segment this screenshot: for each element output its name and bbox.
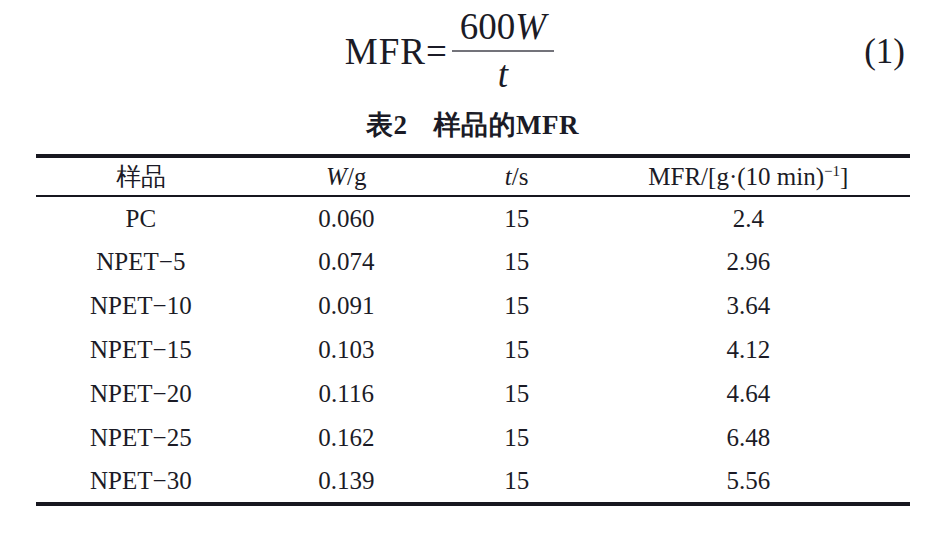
cell-t: 15 bbox=[447, 372, 587, 416]
table-row: NPET−150.103154.12 bbox=[36, 328, 910, 372]
cell-sample: NPET−15 bbox=[36, 328, 246, 372]
cell-w: 0.060 bbox=[246, 196, 447, 240]
cell-t: 15 bbox=[447, 460, 587, 504]
col-header-time-variable: t bbox=[505, 163, 512, 190]
cell-t: 15 bbox=[447, 416, 587, 460]
mfr-table: 样品 W/g t/s MFR/[g·(10 min)−1] PC0.060152… bbox=[36, 154, 910, 506]
col-header-mfr-superscript: −1 bbox=[824, 162, 840, 178]
table-row: NPET−50.074152.96 bbox=[36, 240, 910, 284]
cell-mfr: 2.96 bbox=[587, 240, 910, 284]
cell-mfr: 4.12 bbox=[587, 328, 910, 372]
fraction-denominator: t bbox=[498, 52, 508, 93]
equation-block: MFR= 600W t (1) bbox=[0, 0, 945, 104]
equation-mfr: MFR= 600W t bbox=[0, 8, 945, 93]
table-caption-title: 样品的MFR bbox=[434, 110, 579, 140]
col-header-weight-variable: W bbox=[326, 163, 347, 190]
cell-t: 15 bbox=[447, 328, 587, 372]
equation-number: (1) bbox=[864, 31, 905, 73]
cell-sample: NPET−5 bbox=[36, 240, 246, 284]
cell-sample: NPET−10 bbox=[36, 284, 246, 328]
col-header-time: t/s bbox=[447, 156, 587, 196]
col-header-time-unit: /s bbox=[512, 163, 529, 190]
cell-mfr: 2.4 bbox=[587, 196, 910, 240]
cell-w: 0.162 bbox=[246, 416, 447, 460]
table-row: PC0.060152.4 bbox=[36, 196, 910, 240]
col-header-mfr-prefix: MFR/[g·(10 min) bbox=[648, 163, 824, 190]
cell-t: 15 bbox=[447, 240, 587, 284]
table-header-row: 样品 W/g t/s MFR/[g·(10 min)−1] bbox=[36, 156, 910, 196]
fraction-numerator: 600W bbox=[452, 8, 554, 52]
table-caption-label: 表2 bbox=[366, 110, 408, 140]
cell-w: 0.116 bbox=[246, 372, 447, 416]
cell-t: 15 bbox=[447, 284, 587, 328]
col-header-mfr-suffix: ] bbox=[840, 163, 848, 190]
col-header-weight-unit: /g bbox=[347, 163, 366, 190]
page: MFR= 600W t (1) 表2样品的MFR 样品 W/g t/s MFR/… bbox=[0, 0, 945, 549]
col-header-sample: 样品 bbox=[36, 156, 246, 196]
col-header-mfr: MFR/[g·(10 min)−1] bbox=[587, 156, 910, 196]
cell-w: 0.074 bbox=[246, 240, 447, 284]
cell-mfr: 4.64 bbox=[587, 372, 910, 416]
cell-w: 0.103 bbox=[246, 328, 447, 372]
cell-w: 0.139 bbox=[246, 460, 447, 504]
cell-sample: NPET−25 bbox=[36, 416, 246, 460]
numerator-coefficient: 600 bbox=[460, 6, 516, 47]
table-header: 样品 W/g t/s MFR/[g·(10 min)−1] bbox=[36, 156, 910, 196]
equation-fraction: 600W t bbox=[452, 8, 554, 93]
cell-t: 15 bbox=[447, 196, 587, 240]
cell-mfr: 5.56 bbox=[587, 460, 910, 504]
table-row: NPET−250.162156.48 bbox=[36, 416, 910, 460]
table-caption: 表2 样品的MFR bbox=[0, 112, 945, 139]
table-row: NPET−100.091153.64 bbox=[36, 284, 910, 328]
cell-w: 0.091 bbox=[246, 284, 447, 328]
table-row: NPET−300.139155.56 bbox=[36, 460, 910, 504]
cell-sample: PC bbox=[36, 196, 246, 240]
table-body: PC0.060152.4NPET−50.074152.96NPET−100.09… bbox=[36, 196, 910, 504]
cell-sample: NPET−30 bbox=[36, 460, 246, 504]
numerator-variable: W bbox=[515, 6, 546, 47]
equation-lhs: MFR= bbox=[345, 33, 448, 70]
cell-sample: NPET−20 bbox=[36, 372, 246, 416]
table-row: NPET−200.116154.64 bbox=[36, 372, 910, 416]
cell-mfr: 6.48 bbox=[587, 416, 910, 460]
cell-mfr: 3.64 bbox=[587, 284, 910, 328]
col-header-weight: W/g bbox=[246, 156, 447, 196]
